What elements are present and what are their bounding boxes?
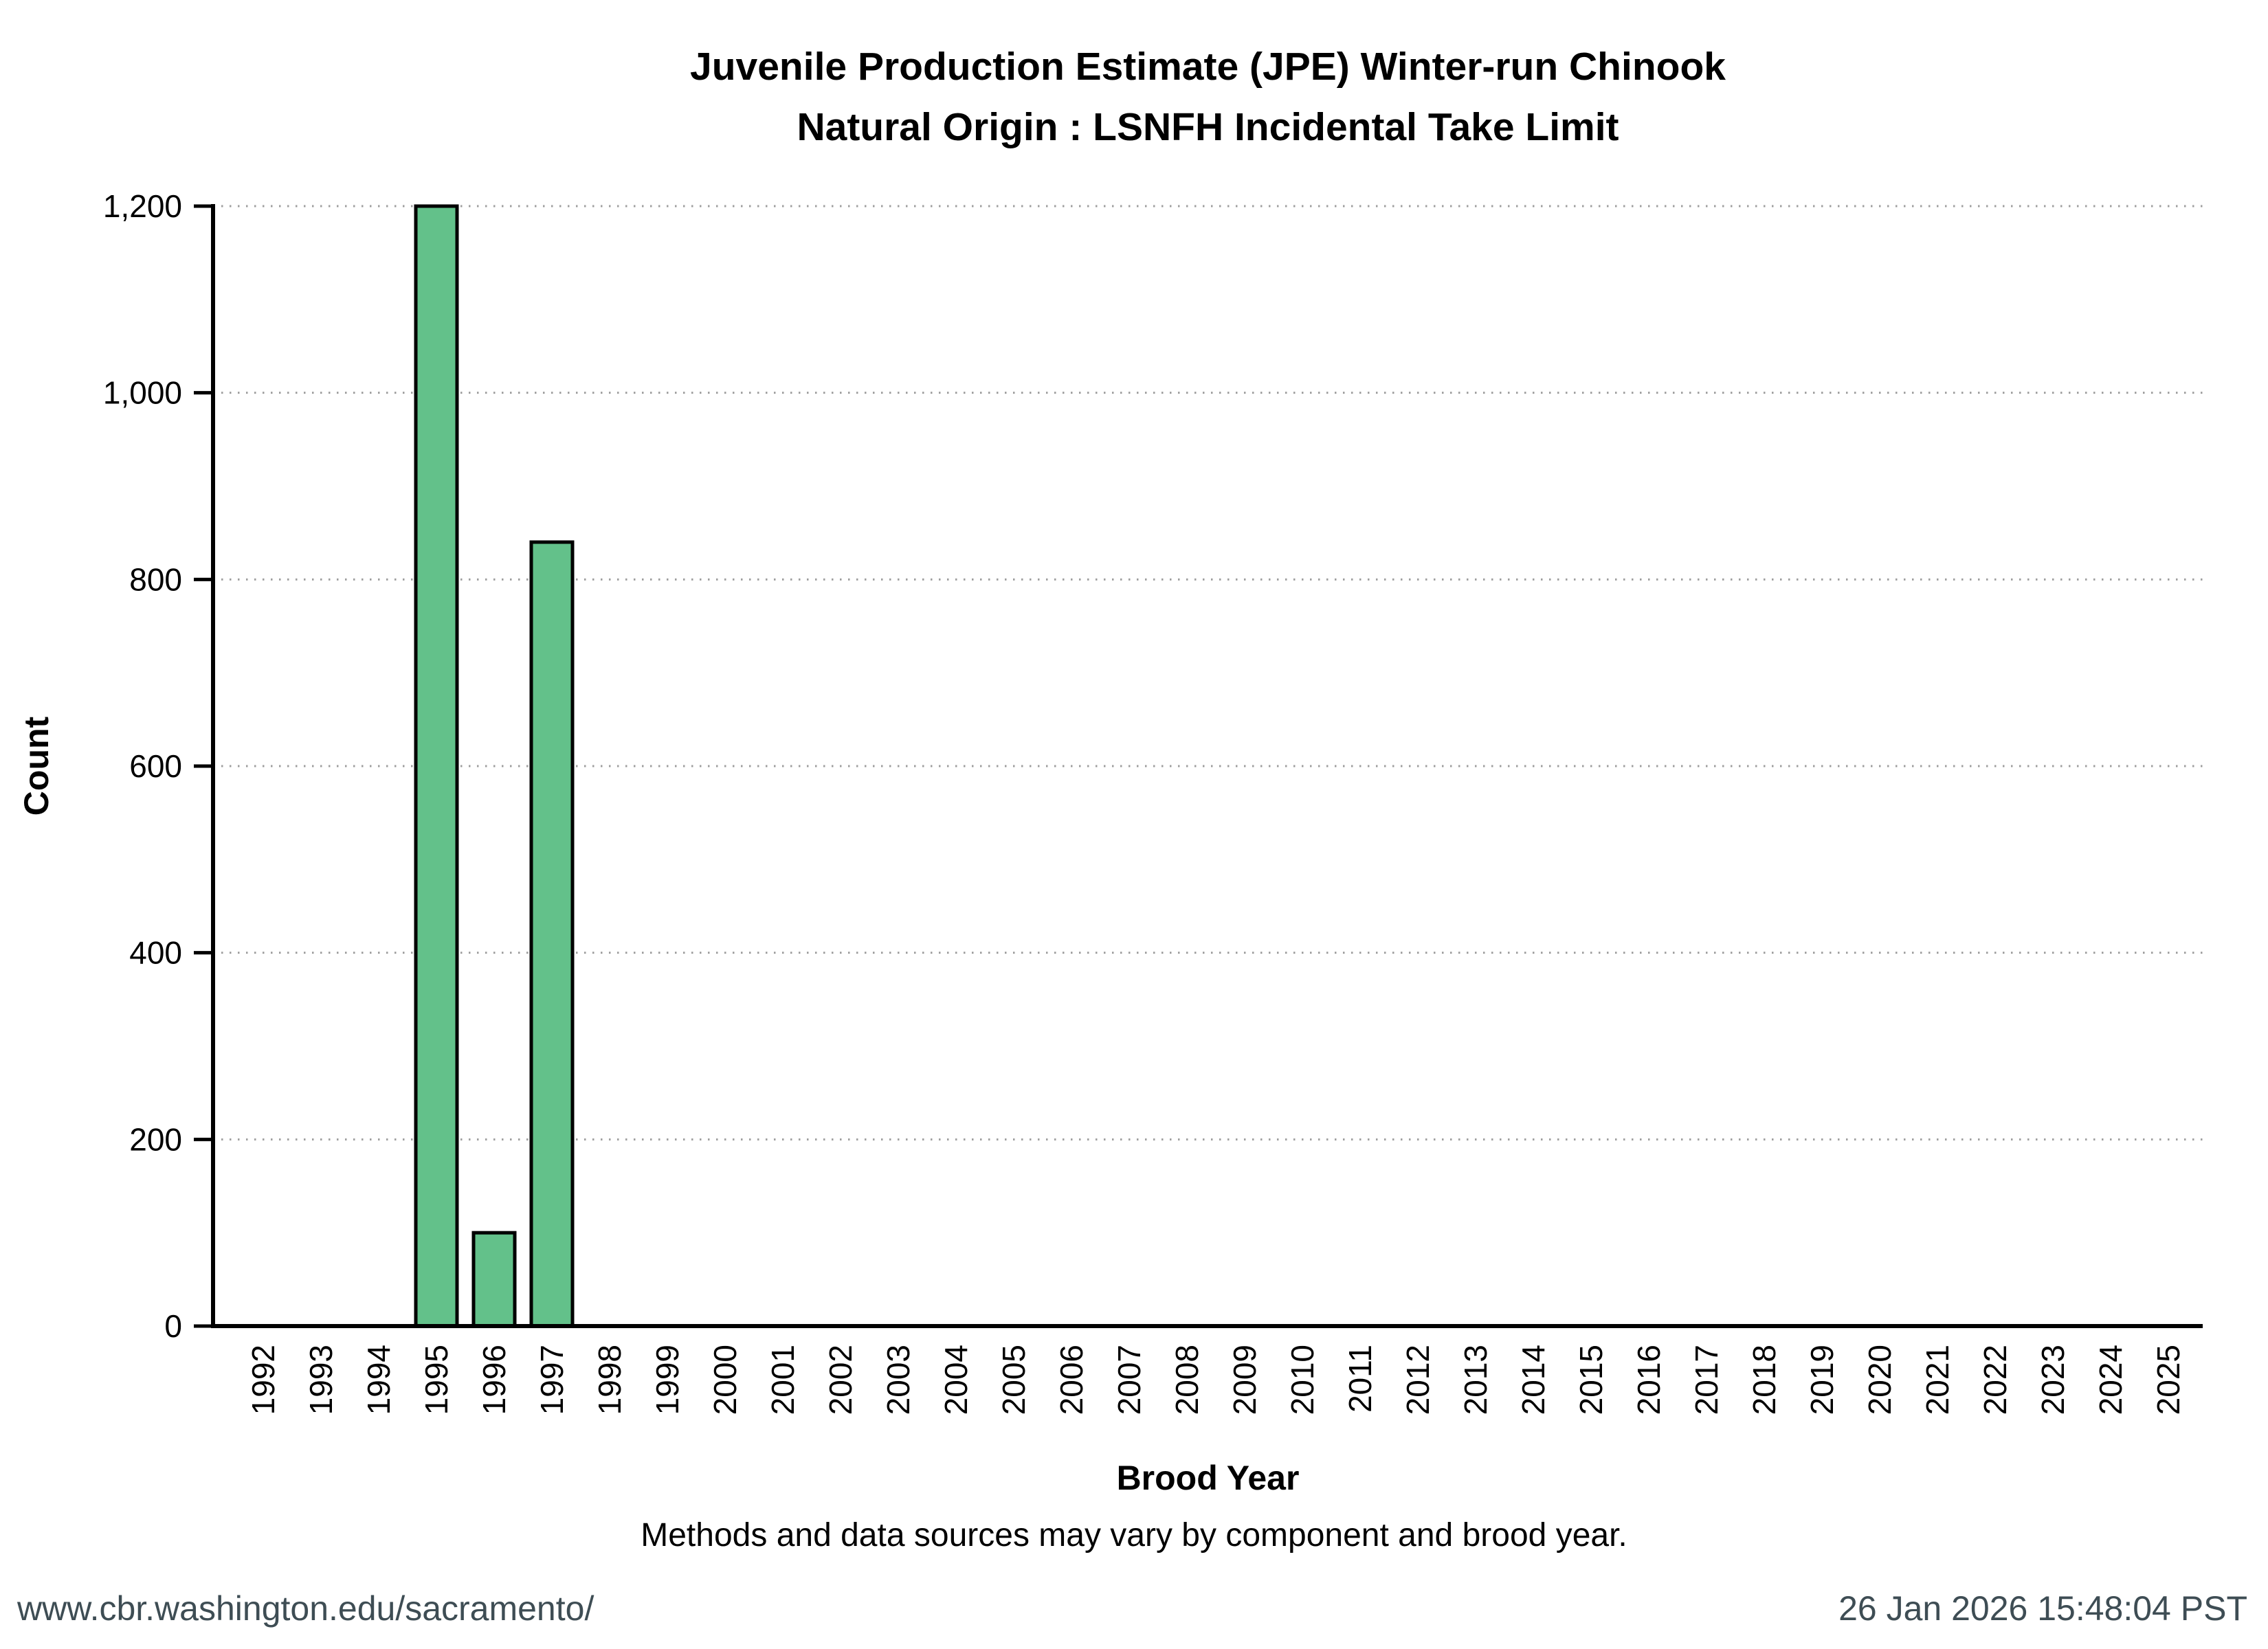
x-axis-title: Brood Year (1116, 1459, 1300, 1497)
y-tick-label-400: 400 (129, 935, 182, 971)
x-tick-label-2024: 2024 (2093, 1345, 2128, 1415)
x-tick-label-2005: 2005 (996, 1345, 1032, 1415)
x-tick-label-1997: 1997 (534, 1345, 570, 1415)
bar-1997 (529, 540, 575, 1328)
x-tick-label-2019: 2019 (1804, 1345, 1840, 1415)
footer-url: www.cbr.washington.edu/sacramento/ (17, 1589, 594, 1628)
x-tick-label-2009: 2009 (1227, 1345, 1263, 1415)
x-tick-label-2004: 2004 (938, 1345, 974, 1415)
chart-title-line2: Natural Origin : LSNFH Incidental Take L… (797, 105, 1619, 149)
x-tick-label-2003: 2003 (880, 1345, 916, 1415)
y-tick-label-800: 800 (129, 561, 182, 597)
x-tick-label-1998: 1998 (592, 1345, 627, 1415)
y-tick-label-0: 0 (164, 1308, 182, 1344)
x-tick-label-2010: 2010 (1285, 1345, 1320, 1415)
x-tick-label-2008: 2008 (1169, 1345, 1205, 1415)
x-tick-label-1993: 1993 (303, 1345, 339, 1415)
bar-1995 (414, 204, 459, 1328)
x-tick-label-2012: 2012 (1400, 1345, 1436, 1415)
x-tick-label-2013: 2013 (1458, 1345, 1493, 1415)
x-tick-label-2000: 2000 (707, 1345, 743, 1415)
x-tick-label-2025: 2025 (2150, 1345, 2186, 1415)
x-tick-label-2006: 2006 (1054, 1345, 1089, 1415)
y-tick-label-1200: 1,200 (103, 188, 182, 224)
bar-1996 (471, 1231, 517, 1328)
chart-title-line1: Juvenile Production Estimate (JPE) Winte… (690, 45, 1726, 89)
y-tick-label-200: 200 (129, 1121, 182, 1157)
x-tick-label-2021: 2021 (1920, 1345, 1955, 1415)
x-tick-label-1995: 1995 (419, 1345, 454, 1415)
x-tick-label-2017: 2017 (1689, 1345, 1724, 1415)
x-tick-label-1996: 1996 (476, 1345, 512, 1415)
x-tick-label-2014: 2014 (1515, 1345, 1551, 1415)
x-tick-label-1992: 1992 (245, 1345, 281, 1415)
chart-title-block: Juvenile Production Estimate (JPE) Winte… (213, 36, 2203, 157)
x-tick-label-1994: 1994 (361, 1345, 397, 1415)
chart-caption: Methods and data sources may vary by com… (641, 1517, 1627, 1553)
y-tick-label-600: 600 (129, 748, 182, 784)
x-tick-label-2007: 2007 (1111, 1345, 1147, 1415)
x-tick-label-2023: 2023 (2035, 1345, 2071, 1415)
x-tick-label-2018: 2018 (1746, 1345, 1782, 1415)
x-tick-label-2015: 2015 (1573, 1345, 1609, 1415)
x-tick-label-2016: 2016 (1631, 1345, 1667, 1415)
x-tick-label-2011: 2011 (1342, 1345, 1378, 1413)
x-tick-label-2022: 2022 (1977, 1345, 2013, 1415)
x-tick-label-2020: 2020 (1862, 1345, 1898, 1415)
y-axis-title: Count (17, 716, 56, 816)
footer-timestamp: 26 Jan 2026 15:48:04 PST (1838, 1589, 2247, 1628)
x-tick-label-1999: 1999 (649, 1345, 685, 1415)
x-tick-label-2001: 2001 (765, 1345, 801, 1415)
x-tick-label-2002: 2002 (823, 1345, 858, 1415)
y-tick-label-1000: 1,000 (103, 375, 182, 411)
